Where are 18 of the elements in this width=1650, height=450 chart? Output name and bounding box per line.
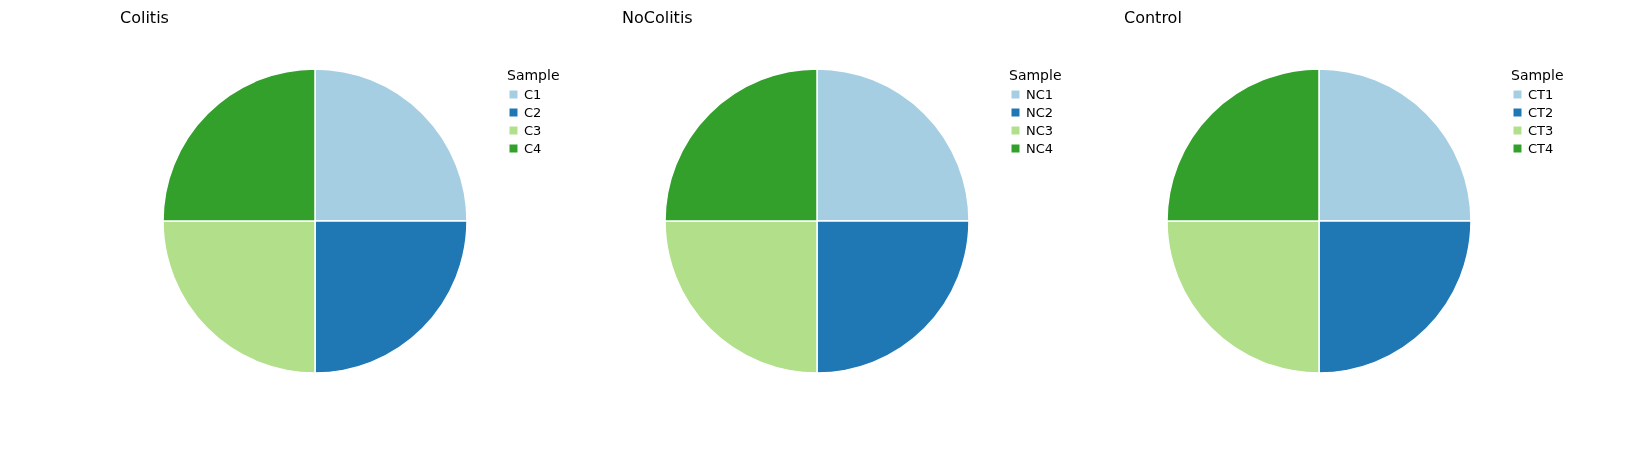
- legend-label: CT4: [1528, 140, 1554, 156]
- legend-title: Sample: [507, 67, 560, 83]
- legend-label: C4: [524, 140, 542, 156]
- legend-label: CT2: [1528, 104, 1554, 120]
- legend-title: Sample: [1511, 67, 1564, 83]
- chart-title: NoColitis: [622, 8, 693, 27]
- legend-title: Sample: [1009, 67, 1062, 83]
- legend-label: C3: [524, 122, 542, 138]
- legend-label: CT1: [1528, 86, 1554, 102]
- legend-label: NC4: [1026, 140, 1054, 156]
- legend-label: NC1: [1026, 86, 1054, 102]
- legend-label: C1: [524, 86, 542, 102]
- chart-title: Colitis: [120, 8, 169, 27]
- legend-label: NC3: [1026, 122, 1054, 138]
- legend-label: CT3: [1528, 122, 1554, 138]
- legend-label: NC2: [1026, 104, 1054, 120]
- chart-title: Control: [1124, 8, 1182, 27]
- legend-label: C2: [524, 104, 542, 120]
